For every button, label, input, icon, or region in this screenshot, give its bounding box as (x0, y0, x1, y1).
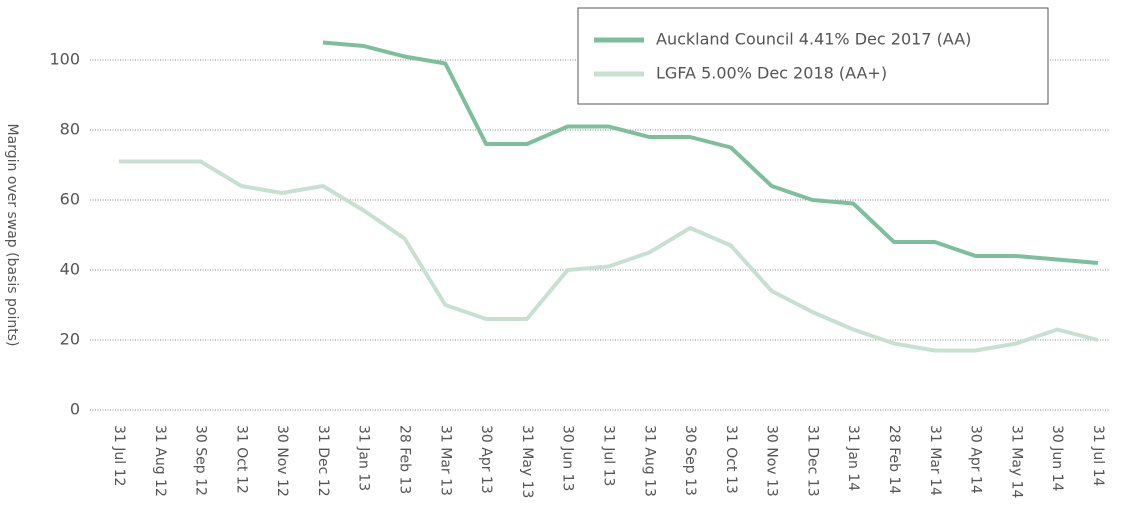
x-tick-label: 30 Nov 12 (274, 425, 290, 497)
x-tick-label: 30 Sep 13 (682, 425, 698, 496)
x-tick-label: 31 May 13 (519, 425, 535, 498)
x-tick-label: 30 Sep 12 (193, 425, 209, 496)
legend-label: Auckland Council 4.41% Dec 2017 (AA) (656, 30, 971, 49)
legend-label: LGFA 5.00% Dec 2018 (AA+) (656, 64, 887, 83)
x-tick-label: 31 Mar 13 (437, 425, 453, 496)
x-tick-label: 31 May 14 (1008, 425, 1024, 499)
x-tick-label: 31 Oct 13 (723, 425, 739, 494)
legend-box (577, 7, 1049, 105)
x-tick-label: 31 Jul 14 (1090, 425, 1106, 487)
x-tick-label: 31 Dec 13 (804, 425, 820, 497)
x-tick-label: 31 Mar 14 (927, 425, 943, 496)
y-tick-label: 0 (70, 400, 80, 419)
y-axis-label: Margin over swap (basis points) (4, 124, 20, 347)
line (322, 40, 1099, 265)
y-tick-label: 80 (60, 120, 80, 139)
x-tick-label: 31 Jul 13 (600, 425, 616, 486)
x-tick-label: 30 Nov 13 (764, 425, 780, 497)
x-tick-label: 30 Apr 13 (478, 425, 494, 494)
y-tick-label: 60 (60, 190, 80, 209)
x-tick-label: 30 Jun 14 (1049, 425, 1065, 491)
x-tick-label: 31 Jan 13 (356, 425, 372, 491)
x-tick-label: 30 Apr 14 (968, 425, 984, 494)
x-tick-label: 31 Aug 12 (152, 425, 168, 497)
x-tick-label: 28 Feb 13 (397, 425, 413, 494)
x-tick-label: 31 Jul 12 (111, 425, 127, 486)
x-tick-label: 30 Jun 13 (560, 425, 576, 491)
y-tick-label: 100 (49, 50, 80, 69)
x-tick-label: 31 Jan 14 (845, 425, 861, 491)
y-tick-label: 40 (60, 260, 80, 279)
x-tick-label: 28 Feb 14 (886, 425, 902, 494)
y-tick-label: 20 (60, 330, 80, 349)
x-tick-label: 31 Aug 13 (641, 425, 657, 497)
line (119, 159, 1099, 353)
x-tick-label: 31 Dec 12 (315, 425, 331, 497)
x-tick-label: 31 Oct 12 (233, 425, 249, 494)
